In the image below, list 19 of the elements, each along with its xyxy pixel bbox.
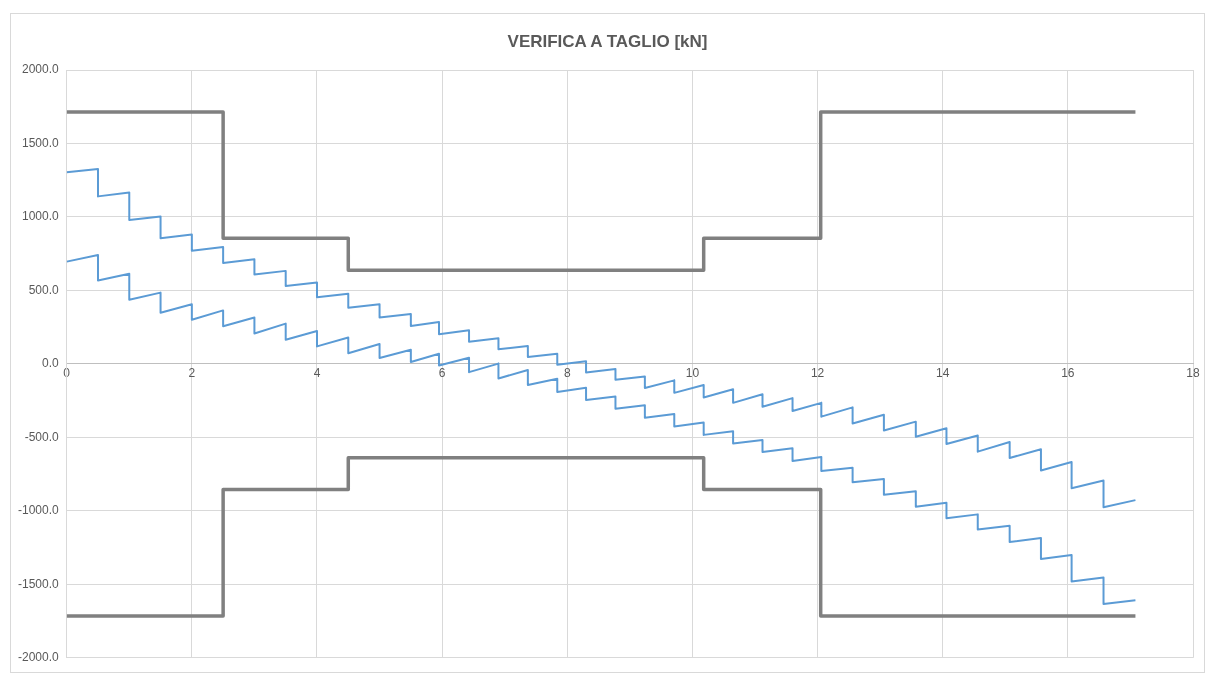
x-tick-label: 10 xyxy=(685,366,700,381)
y-tick-label: 0.0 xyxy=(42,356,60,371)
y-tick-label: 1000.0 xyxy=(22,209,60,224)
y-tick-label: -1500.0 xyxy=(18,576,60,591)
x-tick-label: 4 xyxy=(313,366,321,381)
x-tick-label: 8 xyxy=(563,366,571,381)
chart-title: VERIFICA A TAGLIO [kN] xyxy=(506,32,709,52)
y-tick-label: -2000.0 xyxy=(18,650,60,665)
x-tick-label: 18 xyxy=(1186,366,1200,381)
x-tick-label: 2 xyxy=(188,366,196,381)
y-tick-label: -500.0 xyxy=(24,429,60,444)
x-tick-label: 14 xyxy=(936,366,950,381)
x-tick-label: 16 xyxy=(1061,366,1075,381)
y-tick-label: -1000.0 xyxy=(18,503,60,518)
x-tick-label: 6 xyxy=(438,366,446,381)
y-tick-label: 500.0 xyxy=(28,282,60,297)
y-tick-label: 1500.0 xyxy=(22,135,60,150)
y-tick-label: 2000.0 xyxy=(22,62,60,77)
x-tick-label: 12 xyxy=(810,366,825,381)
